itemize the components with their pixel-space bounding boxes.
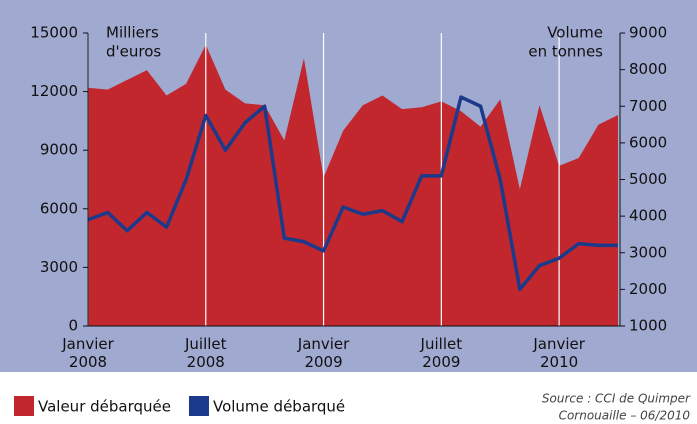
- x-tick-label: Juillet 2008: [184, 335, 227, 371]
- x-tick-label-line: Juillet: [420, 335, 463, 353]
- legend-swatch: [188, 396, 209, 416]
- legend-swatch: [14, 396, 34, 416]
- y-tick-label: 6000: [40, 199, 78, 217]
- y-tick-label: 0: [68, 317, 78, 335]
- y-tick-label: 3000: [40, 258, 78, 276]
- x-tick-label-line: Janvier: [297, 335, 350, 353]
- y-axis-label: Milliers: [106, 24, 159, 42]
- x-tick-label-line: 2008: [187, 353, 225, 371]
- x-tick-label: Janvier 2010: [532, 335, 585, 371]
- y2-axis-label: en tonnes: [528, 43, 603, 61]
- x-tick-label: Janvier 2009: [297, 335, 350, 371]
- x-tick-label-line: 2008: [69, 353, 107, 371]
- y2-tick-label: 5000: [629, 170, 667, 188]
- source: Source : CCI de Quimper: [542, 392, 691, 406]
- y-axis-label: d'euros: [106, 43, 161, 61]
- y2-tick-label: 9000: [629, 24, 667, 42]
- x-tick-label-line: Janvier: [61, 335, 114, 353]
- y2-tick-label: 1000: [629, 317, 667, 335]
- y-tick-label: 15000: [30, 24, 78, 42]
- y2-tick-label: 2000: [629, 280, 667, 298]
- x-tick-label-line: 2010: [540, 353, 578, 371]
- legend-label: Valeur débarquée: [38, 398, 171, 416]
- y2-tick-label: 3000: [629, 243, 667, 261]
- x-tick-label-line: 2009: [304, 353, 342, 371]
- x-tick-label-line: Juillet: [184, 335, 227, 353]
- source: Cornouaille – 06/2010: [559, 409, 691, 423]
- y2-tick-label: 7000: [629, 97, 667, 115]
- area: [88, 44, 618, 326]
- y2-tick-label: 8000: [629, 60, 667, 78]
- y2-axis-label: Volume: [547, 24, 603, 42]
- y-tick-label: 12000: [30, 82, 78, 100]
- y2-tick-label: 4000: [629, 207, 667, 225]
- x-tick-label: Janvier 2008: [61, 335, 114, 371]
- legend-label: Volume débarqué: [213, 398, 345, 416]
- line: [87, 95, 618, 292]
- y2-tick-label: 6000: [629, 133, 667, 151]
- x-tick-label-line: 2009: [422, 353, 460, 371]
- x-tick-label-line: Janvier: [532, 335, 585, 353]
- y-tick-label: 9000: [40, 141, 78, 159]
- x-tick-label: Juillet 2009: [420, 335, 463, 371]
